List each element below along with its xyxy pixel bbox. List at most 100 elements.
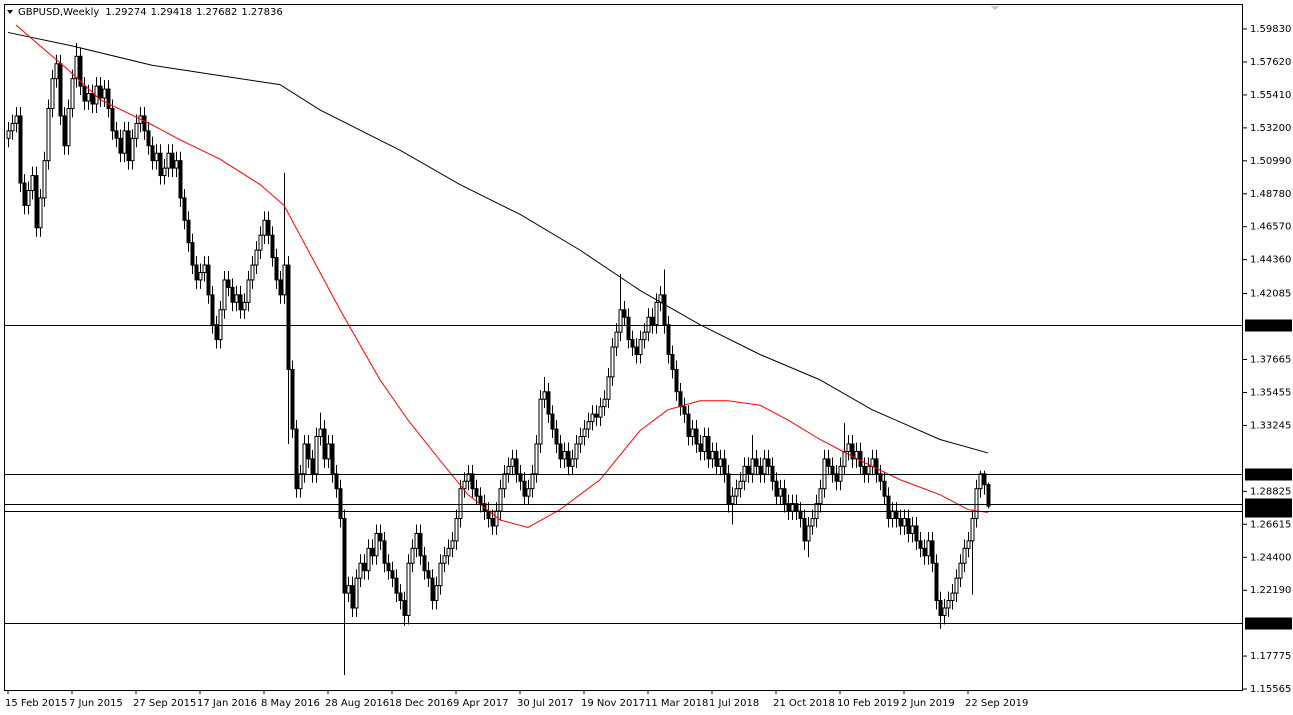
level-label-box xyxy=(1245,319,1292,332)
x-tick-label: 2 Jun 2019 xyxy=(901,698,955,709)
candle-body xyxy=(198,271,203,281)
candle-body xyxy=(894,510,899,520)
candle-body xyxy=(754,458,759,467)
candle-body xyxy=(946,600,951,609)
x-tick-label: 15 Feb 2015 xyxy=(5,698,67,709)
candle-body xyxy=(462,480,467,490)
candle-body xyxy=(838,465,843,482)
candle-body xyxy=(370,547,375,557)
x-tick-label: 19 Nov 2017 xyxy=(581,698,645,709)
candle-body xyxy=(434,585,439,602)
candle-body xyxy=(150,145,155,162)
candle-body xyxy=(722,458,727,475)
candle-body xyxy=(406,562,411,616)
candle-body xyxy=(966,540,971,549)
candle-body xyxy=(798,510,803,520)
candle-body xyxy=(74,55,79,80)
candle-body xyxy=(890,510,895,520)
candle-body xyxy=(230,286,235,303)
y-tick-label: 1.44360 xyxy=(1250,255,1291,266)
x-tick-label: 18 Dec 2016 xyxy=(389,698,453,709)
candle-body xyxy=(466,473,471,482)
candle-body xyxy=(54,63,59,80)
candle-body xyxy=(706,436,711,460)
candle-body xyxy=(10,122,15,132)
candle-body xyxy=(642,331,647,341)
candle-body xyxy=(6,130,11,139)
candle-body xyxy=(210,294,215,326)
candle-body xyxy=(870,458,875,467)
candle-body xyxy=(510,458,515,467)
candle-body xyxy=(710,450,715,460)
plot-frame xyxy=(4,4,1243,691)
candle-body xyxy=(286,264,291,370)
candle-body xyxy=(282,264,287,296)
y-tick-label: 1.55410 xyxy=(1250,90,1291,101)
candle-body xyxy=(90,93,95,105)
candle-body xyxy=(498,488,503,512)
candle-body xyxy=(126,130,131,162)
candle-body xyxy=(802,518,807,542)
x-tick-label: 22 Sep 2019 xyxy=(965,698,1028,709)
candle-body xyxy=(298,473,303,490)
candle-body xyxy=(306,443,311,460)
candle-body xyxy=(26,189,31,206)
candle-body xyxy=(270,234,275,259)
candle-body xyxy=(622,309,627,318)
candle-body xyxy=(194,264,199,281)
candle-body xyxy=(254,249,259,266)
candle-body xyxy=(122,130,127,154)
candle-body xyxy=(578,436,583,445)
candle-body xyxy=(650,316,655,326)
candle-body xyxy=(602,398,607,408)
candle-body xyxy=(238,294,243,311)
y-tick-label: 1.37665 xyxy=(1250,355,1291,366)
x-tick-label: 7 Jun 2015 xyxy=(69,698,123,709)
level-label: 1.27500 xyxy=(1250,507,1291,518)
candle-body xyxy=(446,547,451,557)
candle-body xyxy=(130,137,135,162)
candle-body xyxy=(758,465,763,475)
y-tick-label: 1.15565 xyxy=(1250,684,1291,695)
candle-body xyxy=(174,160,179,169)
candle-body xyxy=(534,443,539,475)
candle-body xyxy=(778,488,783,497)
candle-body xyxy=(902,518,907,527)
candle-body xyxy=(206,264,211,296)
candle-body xyxy=(222,279,227,311)
candle-body xyxy=(414,532,419,549)
candle-body xyxy=(662,294,667,326)
candle-body xyxy=(106,88,111,109)
candle-body xyxy=(878,473,883,482)
candle-body xyxy=(326,443,331,460)
candle-body xyxy=(78,55,83,87)
x-tick-label: 1 Jul 2018 xyxy=(709,698,759,709)
candle-body xyxy=(42,160,47,199)
candle-body xyxy=(526,488,531,497)
candle-body xyxy=(774,480,779,497)
candle-body xyxy=(474,488,479,497)
candle-body xyxy=(86,93,91,102)
candle-body xyxy=(358,562,363,579)
candle-body xyxy=(530,473,535,490)
candle-body xyxy=(542,391,547,400)
candle-body xyxy=(518,473,523,482)
candle-body xyxy=(982,473,987,486)
candle-body xyxy=(862,465,867,475)
candle-body xyxy=(110,107,115,132)
candle-body xyxy=(30,175,35,191)
candle-body xyxy=(906,518,911,534)
candle-body xyxy=(834,473,839,482)
candle-body xyxy=(22,182,27,206)
candle-body xyxy=(258,234,263,251)
candle-body xyxy=(506,465,511,475)
candle-body xyxy=(606,376,611,400)
candle-body xyxy=(738,480,743,490)
candle-body xyxy=(314,436,319,475)
candle-body xyxy=(318,428,323,438)
level-label: 1.40000 xyxy=(1250,321,1291,332)
candle-body xyxy=(334,473,339,490)
candle-body xyxy=(830,465,835,475)
candle-body xyxy=(926,540,931,557)
candle-body xyxy=(18,115,23,184)
